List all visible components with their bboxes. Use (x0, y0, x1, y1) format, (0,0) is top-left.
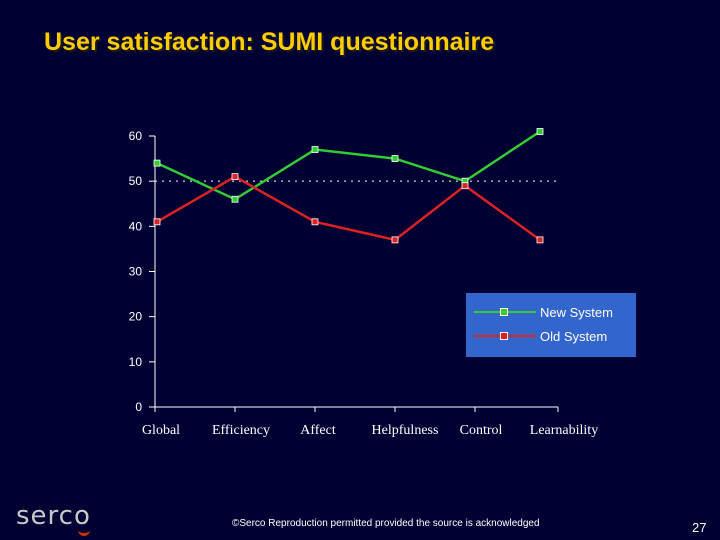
series-group (153, 128, 544, 244)
data-point-new-system (311, 146, 319, 153)
footer-text: ©Serco Reproduction permitted provided t… (232, 518, 540, 529)
series-line-old-system (156, 175, 541, 242)
data-point-old-system (391, 236, 399, 244)
x-tick-label: Global (142, 423, 180, 438)
legend-marker-new-system (500, 308, 508, 316)
data-point-new-system (231, 195, 239, 203)
legend-item-old-system: Old System (466, 328, 636, 348)
legend-label-old-system: Old System (540, 329, 608, 344)
slide-title: User satisfaction: SUMI questionnaire (44, 28, 495, 56)
y-tick-label: 20 (129, 310, 143, 324)
y-tick-label: 0 (135, 400, 142, 414)
x-tick-label: Control (460, 423, 503, 438)
legend-item-new-system: New System (466, 304, 636, 324)
data-point-old-system (461, 182, 469, 190)
data-point-new-system (153, 159, 161, 167)
serco-logo: serco (16, 501, 91, 531)
data-point-new-system (391, 155, 399, 162)
legend-label-new-system: New System (540, 305, 613, 320)
y-tick-label: 60 (129, 129, 143, 143)
y-tick-label: 40 (129, 219, 143, 233)
page-number: 27 (692, 520, 707, 535)
x-tick-label: Efficiency (212, 423, 270, 438)
data-point-old-system (311, 218, 319, 226)
axis-labels: 0 10 20 30 40 50 60 Global Efficiency Affect Helpf… (129, 129, 599, 438)
data-point-old-system (536, 236, 544, 244)
data-point-old-system (153, 218, 161, 226)
y-tick-label: 50 (129, 174, 143, 188)
y-tick-label: 30 (129, 265, 143, 279)
logo-swoosh-icon (78, 528, 90, 536)
y-tick-label: 10 (129, 355, 143, 369)
chart-legend: New System Old System (466, 293, 636, 357)
x-tick-label: Helpfulness (372, 423, 439, 438)
x-tick-label: Affect (300, 423, 336, 438)
x-tick-label: Learnability (530, 423, 598, 438)
chart-axes (149, 135, 559, 412)
series-line-new-system (156, 130, 541, 201)
legend-marker-old-system (500, 332, 508, 340)
data-point-new-system (536, 128, 544, 135)
data-point-old-system (231, 173, 239, 181)
